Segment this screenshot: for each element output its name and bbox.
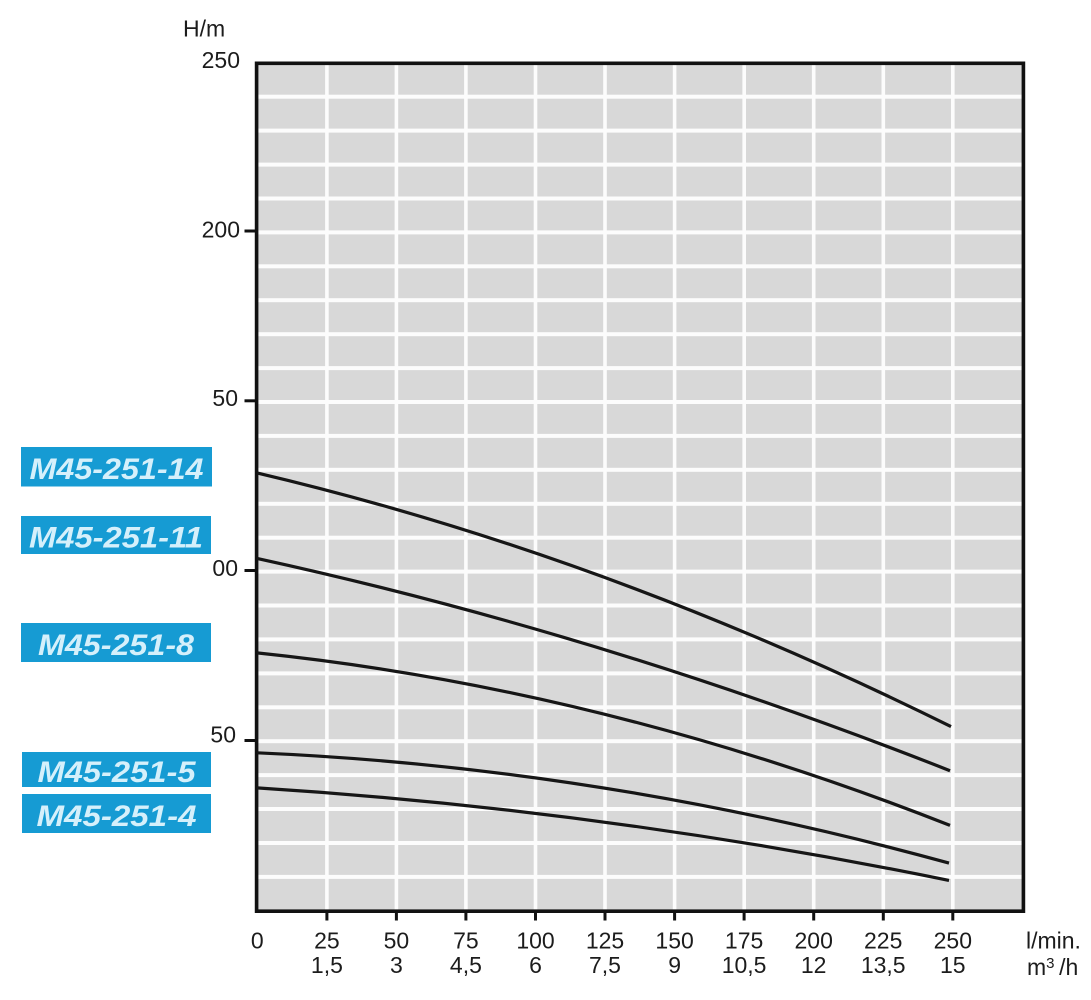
svg-text:50: 50: [210, 722, 236, 748]
svg-text:225: 225: [864, 928, 902, 954]
svg-text:200: 200: [202, 217, 240, 243]
svg-text:250: 250: [202, 47, 240, 73]
svg-text:25: 25: [314, 928, 340, 954]
svg-text:15: 15: [940, 952, 966, 978]
svg-text:10,5: 10,5: [722, 952, 767, 978]
svg-text:9: 9: [668, 952, 681, 978]
svg-text:l/min.: l/min.: [1026, 928, 1081, 954]
svg-text:M45-251-11: M45-251-11: [29, 522, 203, 555]
svg-text:M45-251-4: M45-251-4: [37, 800, 197, 833]
svg-text:3: 3: [390, 952, 403, 978]
svg-text:00: 00: [212, 555, 238, 581]
svg-text:1,5: 1,5: [311, 952, 343, 978]
svg-text:M45-251-5: M45-251-5: [38, 756, 197, 789]
svg-text:M45-251-14: M45-251-14: [30, 453, 204, 486]
svg-text:50: 50: [212, 385, 238, 411]
svg-text:150: 150: [655, 928, 693, 954]
svg-text:4,5: 4,5: [450, 952, 482, 978]
svg-text:50: 50: [384, 928, 410, 954]
svg-text:200: 200: [795, 928, 833, 954]
svg-text:100: 100: [516, 928, 554, 954]
svg-text:12: 12: [801, 952, 827, 978]
svg-text:0: 0: [251, 928, 264, 954]
svg-text:6: 6: [529, 952, 542, 978]
svg-text:13,5: 13,5: [861, 952, 906, 978]
svg-text:m3 /h: m3 /h: [1027, 954, 1078, 980]
svg-text:M45-251-8: M45-251-8: [38, 629, 194, 662]
svg-text:H/m: H/m: [183, 16, 225, 42]
svg-text:125: 125: [586, 928, 624, 954]
svg-text:7,5: 7,5: [589, 952, 621, 978]
svg-text:175: 175: [725, 928, 763, 954]
svg-text:75: 75: [453, 928, 479, 954]
svg-text:250: 250: [934, 928, 972, 954]
